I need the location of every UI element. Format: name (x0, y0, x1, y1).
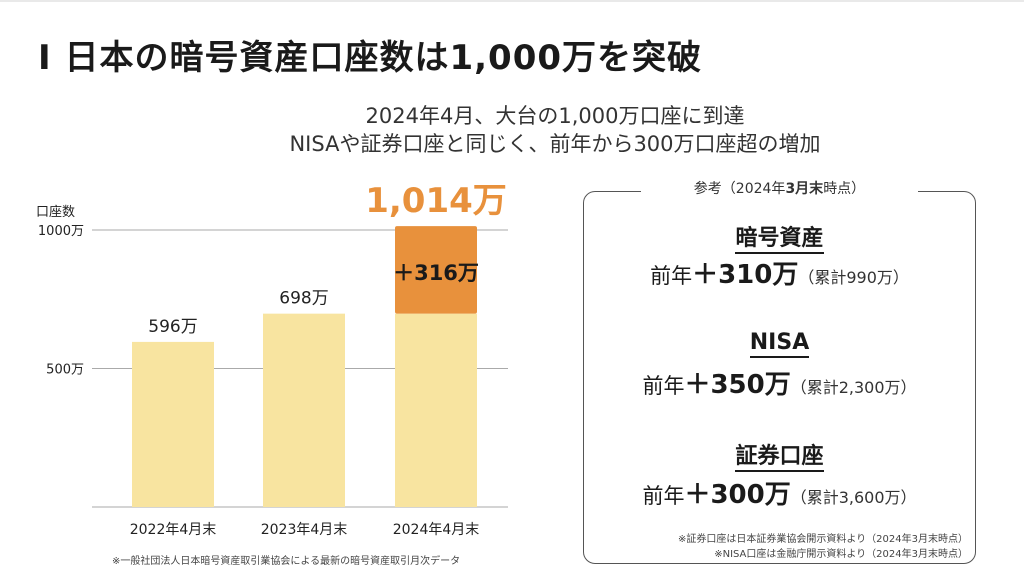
x-tick-label-1: 2023年4月末 (261, 522, 348, 538)
nisa-value: 前年＋350万（累計2,300万） (642, 370, 917, 400)
total-label: 1,014万 (365, 181, 507, 221)
page-title: I 日本の暗号資産口座数は1,000万を突破 (38, 38, 703, 78)
securities-value: 前年＋300万（累計3,600万） (642, 480, 917, 510)
x-tick-label-2: 2024年4月末 (393, 522, 480, 538)
nisa-heading: NISA (583, 330, 976, 358)
increment-label: ＋316万 (393, 261, 479, 285)
crypto-value: 前年＋310万（累計990万） (650, 260, 909, 290)
top-divider (0, 0, 1024, 2)
y-tick-label-1000: 1000万 (38, 224, 84, 239)
reference-label: 参考（2024年3月末時点） (641, 178, 918, 198)
data-label-0: 596万 (148, 317, 197, 337)
bar-base-0 (132, 341, 214, 507)
bar-increment-2 (395, 226, 477, 314)
subtitle-line-1: 2024年4月、大台の1,000万口座に到達 (365, 104, 745, 128)
subtitle-line-2: NISAや証券口座と同じく、前年から300万口座超の増加 (289, 132, 821, 156)
y-axis-label: 口座数 (36, 205, 75, 220)
crypto-heading: 暗号資産 (583, 220, 976, 254)
data-label-1: 698万 (279, 289, 328, 309)
data-source-note: ※一般社団法人日本暗号資産取引業協会による最新の暗号資産取引月次データ (112, 556, 461, 567)
account-count-chart: 口座数 500万 1000万 596万 2022年4月末 698万 2023年4月末 ＋316… (36, 181, 508, 538)
bar-base-1 (263, 313, 345, 507)
x-tick-label-0: 2022年4月末 (130, 522, 217, 538)
securities-heading: 証券口座 (583, 438, 976, 472)
y-tick-label-500: 500万 (46, 363, 84, 378)
nisa-note: ※NISA口座は金融庁開示資料より（2024年3月末時点） (714, 549, 968, 560)
securities-note: ※証券口座は日本証券業協会開示資料より（2024年3月末時点） (678, 534, 968, 545)
bar-base-2 (395, 313, 477, 507)
